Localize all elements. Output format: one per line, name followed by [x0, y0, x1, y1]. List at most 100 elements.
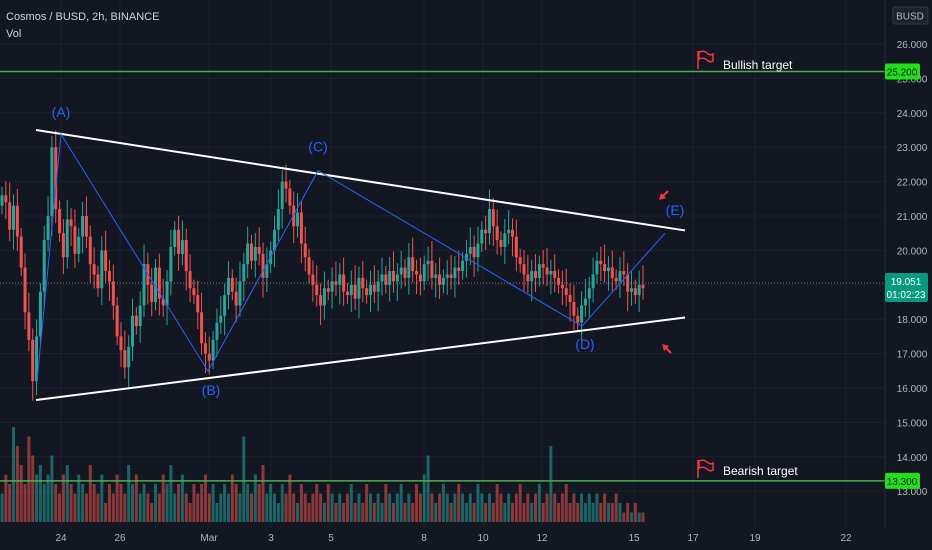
volume-bar: [138, 493, 142, 522]
candle-body: [503, 233, 507, 247]
candle-body: [192, 288, 196, 296]
candle-body: [545, 267, 549, 275]
candle-body: [399, 267, 403, 275]
candle-body: [188, 271, 192, 289]
volume-bar: [541, 503, 545, 522]
volume-bar: [564, 484, 568, 522]
candle-body: [553, 271, 557, 278]
volume-bar: [4, 474, 8, 522]
volume-bar: [330, 493, 334, 522]
volume-bar: [606, 503, 610, 522]
drawing-overlays: Bullish target Bearish target: [0, 50, 885, 482]
volume-bar: [165, 484, 169, 522]
candle-body: [637, 284, 641, 296]
candle-body: [618, 271, 622, 282]
candle-body: [249, 243, 253, 261]
candle-body: [65, 219, 69, 258]
volume-bar: [403, 503, 407, 522]
volume-bar: [622, 512, 626, 522]
flag-cloth: [698, 50, 714, 63]
volume-bar: [88, 465, 92, 522]
candle-body: [330, 281, 334, 292]
candle-body: [84, 216, 88, 237]
candle-body: [165, 281, 169, 306]
volume-bar: [226, 493, 230, 522]
candle-body: [73, 226, 77, 254]
candle-body: [104, 250, 108, 272]
volume-bar: [361, 503, 365, 522]
candle-body: [365, 288, 369, 296]
volume-bar: [134, 474, 138, 522]
volume-bar: [0, 493, 4, 522]
target-label: Bullish target: [723, 58, 793, 72]
wave-label: (A): [52, 104, 71, 120]
candle-body: [100, 250, 104, 289]
candle-body: [334, 281, 338, 285]
candle-body: [184, 240, 188, 272]
candle-body: [633, 288, 637, 296]
wave-labels: (A) (B) (C) (D) (E): [52, 104, 685, 398]
candle-body: [595, 260, 599, 275]
candle-body: [292, 205, 296, 227]
candle-body: [215, 322, 219, 340]
volume-bar: [31, 455, 35, 522]
wave-label: (C): [308, 139, 327, 155]
candle-body: [12, 205, 16, 230]
candle-body: [476, 243, 480, 258]
candle-body: [441, 277, 445, 285]
candle-body: [319, 295, 323, 306]
volume-bar: [315, 484, 319, 522]
candle-body: [349, 284, 353, 296]
chart-grid: [0, 0, 885, 527]
volume-bar: [173, 493, 177, 522]
volume-bar: [211, 484, 215, 522]
candle-body: [564, 288, 568, 296]
candle-body: [58, 209, 62, 234]
candle-body: [384, 274, 388, 285]
volume-bar: [392, 503, 396, 522]
candle-body: [361, 277, 365, 289]
volume-bar: [633, 503, 637, 522]
candle-body: [261, 253, 265, 278]
volume-bar: [154, 484, 158, 522]
candle-body: [177, 229, 181, 254]
volume-bar: [292, 493, 296, 522]
candle-body: [487, 209, 491, 234]
candle-body: [107, 271, 111, 282]
volume-bar: [480, 493, 484, 522]
volume-bar: [395, 493, 399, 522]
candle-body: [357, 277, 361, 299]
volume-bar: [449, 503, 453, 522]
volume-bar: [441, 484, 445, 522]
volume-bar: [303, 493, 307, 522]
volume-bar: [169, 465, 173, 522]
volume-bar: [265, 493, 269, 522]
candle-body: [315, 284, 319, 296]
volume-bar: [576, 503, 580, 522]
candle-body: [88, 236, 92, 265]
volume-bar: [196, 493, 200, 522]
volume-bar: [484, 503, 488, 522]
volume-bar: [12, 427, 16, 522]
candle-body: [576, 315, 580, 323]
volume-bar: [242, 436, 246, 522]
candle-body: [530, 271, 534, 282]
volume-bar: [273, 493, 277, 522]
volume-bar: [599, 503, 603, 522]
candle-body: [468, 246, 472, 254]
candle-body: [629, 288, 633, 292]
volume-bar: [376, 493, 380, 522]
candle-body: [411, 257, 415, 272]
candle-body: [92, 264, 96, 275]
volume-bar: [595, 493, 599, 522]
volume-bar: [438, 493, 442, 522]
candle-body: [299, 212, 303, 244]
candle-body: [591, 274, 595, 289]
candle-body: [557, 277, 561, 285]
candle-body: [422, 264, 426, 282]
volume-bar: [345, 493, 349, 522]
volume-bar: [234, 484, 238, 522]
volume-bar: [587, 493, 591, 522]
volume-bar: [614, 493, 618, 522]
